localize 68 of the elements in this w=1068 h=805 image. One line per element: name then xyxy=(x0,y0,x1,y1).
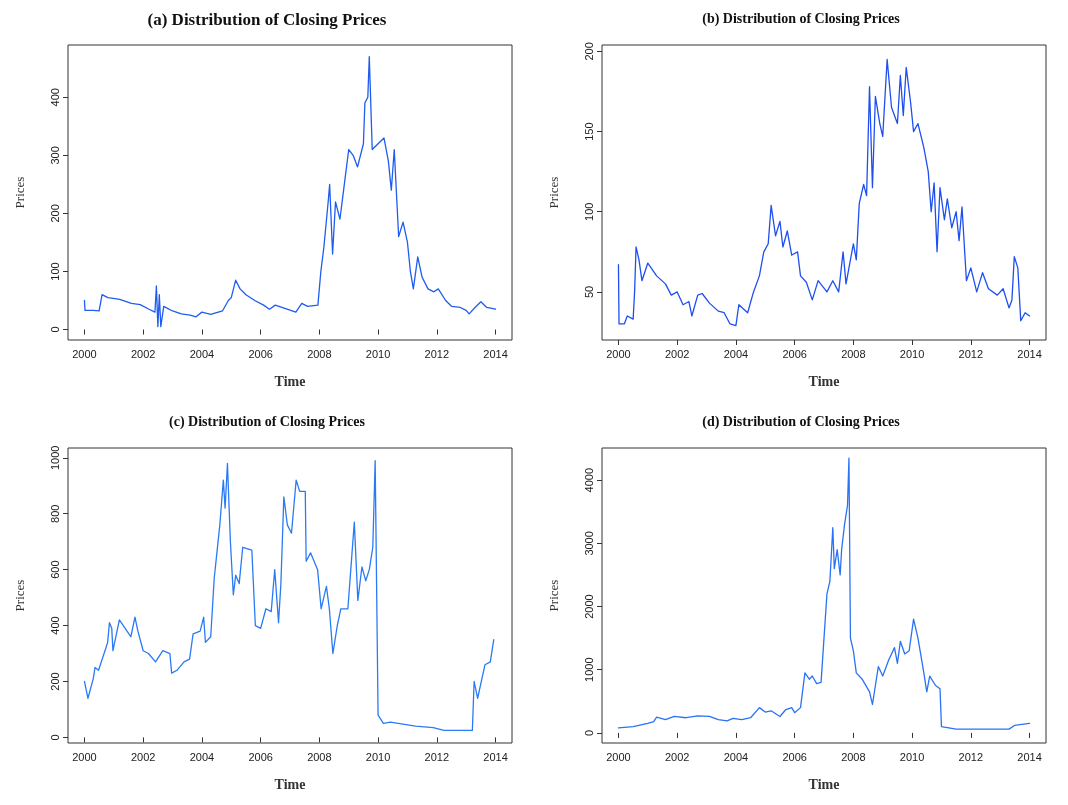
x-tick-label: 2008 xyxy=(307,750,332,763)
x-tick-label: 2012 xyxy=(958,347,984,360)
x-tick-label: 2012 xyxy=(958,750,984,763)
y-tick-label: 200 xyxy=(48,204,61,223)
y-tick-label: 300 xyxy=(48,146,61,165)
y-tick-label: 0 xyxy=(48,734,61,741)
y-tick-label: 600 xyxy=(48,560,61,579)
chart-title: (a) Distribution of Closing Prices xyxy=(147,10,387,29)
x-tick-label: 2002 xyxy=(130,347,156,360)
x-tick-label: 2014 xyxy=(1017,347,1042,360)
y-axis-title: Prices xyxy=(546,176,561,209)
x-tick-label: 2004 xyxy=(189,347,215,360)
y-tick-label: 0 xyxy=(48,326,61,333)
y-tick-label: 200 xyxy=(582,42,595,61)
y-tick-label: 2000 xyxy=(582,594,595,619)
chart-title: (b) Distribution of Closing Prices xyxy=(702,10,901,27)
y-tick-label: 1000 xyxy=(48,445,61,471)
x-tick-label: 2014 xyxy=(483,347,508,360)
x-axis-title: Time xyxy=(274,373,306,389)
x-tick-label: 2006 xyxy=(248,750,273,763)
x-tick-label: 2004 xyxy=(723,347,749,360)
x-tick-label: 2010 xyxy=(365,347,391,360)
x-tick-label: 2008 xyxy=(841,750,866,763)
x-tick-label: 2002 xyxy=(130,750,156,763)
y-tick-label: 100 xyxy=(582,202,595,221)
x-tick-label: 2002 xyxy=(664,347,690,360)
x-tick-label: 2014 xyxy=(1017,750,1042,763)
x-tick-label: 2008 xyxy=(307,347,332,360)
x-tick-label: 2010 xyxy=(899,347,925,360)
x-tick-label: 2012 xyxy=(424,750,450,763)
y-tick-label: 0 xyxy=(582,729,595,736)
chart-title: (c) Distribution of Closing Prices xyxy=(169,413,366,430)
x-tick-label: 2010 xyxy=(365,750,391,763)
x-tick-label: 2004 xyxy=(723,750,749,763)
line-series xyxy=(617,457,1031,730)
x-axis-title: Time xyxy=(808,373,840,389)
x-tick-label: 2012 xyxy=(424,347,450,360)
x-tick-label: 2008 xyxy=(841,347,866,360)
x-tick-label: 2014 xyxy=(483,750,508,763)
x-tick-label: 2004 xyxy=(189,750,215,763)
x-tick-label: 2006 xyxy=(782,347,807,360)
x-tick-label: 2000 xyxy=(72,750,97,763)
y-tick-label: 50 xyxy=(582,285,595,299)
line-series xyxy=(83,55,497,328)
y-tick-label: 800 xyxy=(48,504,61,523)
line-series xyxy=(83,459,495,732)
y-axis-title: Prices xyxy=(546,579,561,612)
y-axis-title: Prices xyxy=(12,176,27,209)
x-tick-label: 2006 xyxy=(782,750,807,763)
y-tick-label: 3000 xyxy=(582,531,595,556)
x-axis-title: Time xyxy=(274,776,306,792)
y-tick-label: 100 xyxy=(48,262,61,281)
x-tick-label: 2006 xyxy=(248,347,273,360)
chart-title: (d) Distribution of Closing Prices xyxy=(702,413,901,430)
line-series xyxy=(617,58,1031,327)
y-tick-label: 400 xyxy=(48,88,61,107)
y-tick-label: 150 xyxy=(582,122,595,141)
x-tick-label: 2010 xyxy=(899,750,925,763)
x-tick-label: 2000 xyxy=(606,750,631,763)
y-tick-label: 1000 xyxy=(582,657,595,682)
y-tick-label: 200 xyxy=(48,672,61,691)
y-axis-title: Prices xyxy=(12,579,27,612)
x-tick-label: 2000 xyxy=(606,347,631,360)
y-tick-label: 4000 xyxy=(582,467,595,493)
x-tick-label: 2002 xyxy=(664,750,690,763)
x-tick-label: 2000 xyxy=(72,347,97,360)
y-tick-label: 400 xyxy=(48,616,61,635)
x-axis-title: Time xyxy=(808,776,840,792)
